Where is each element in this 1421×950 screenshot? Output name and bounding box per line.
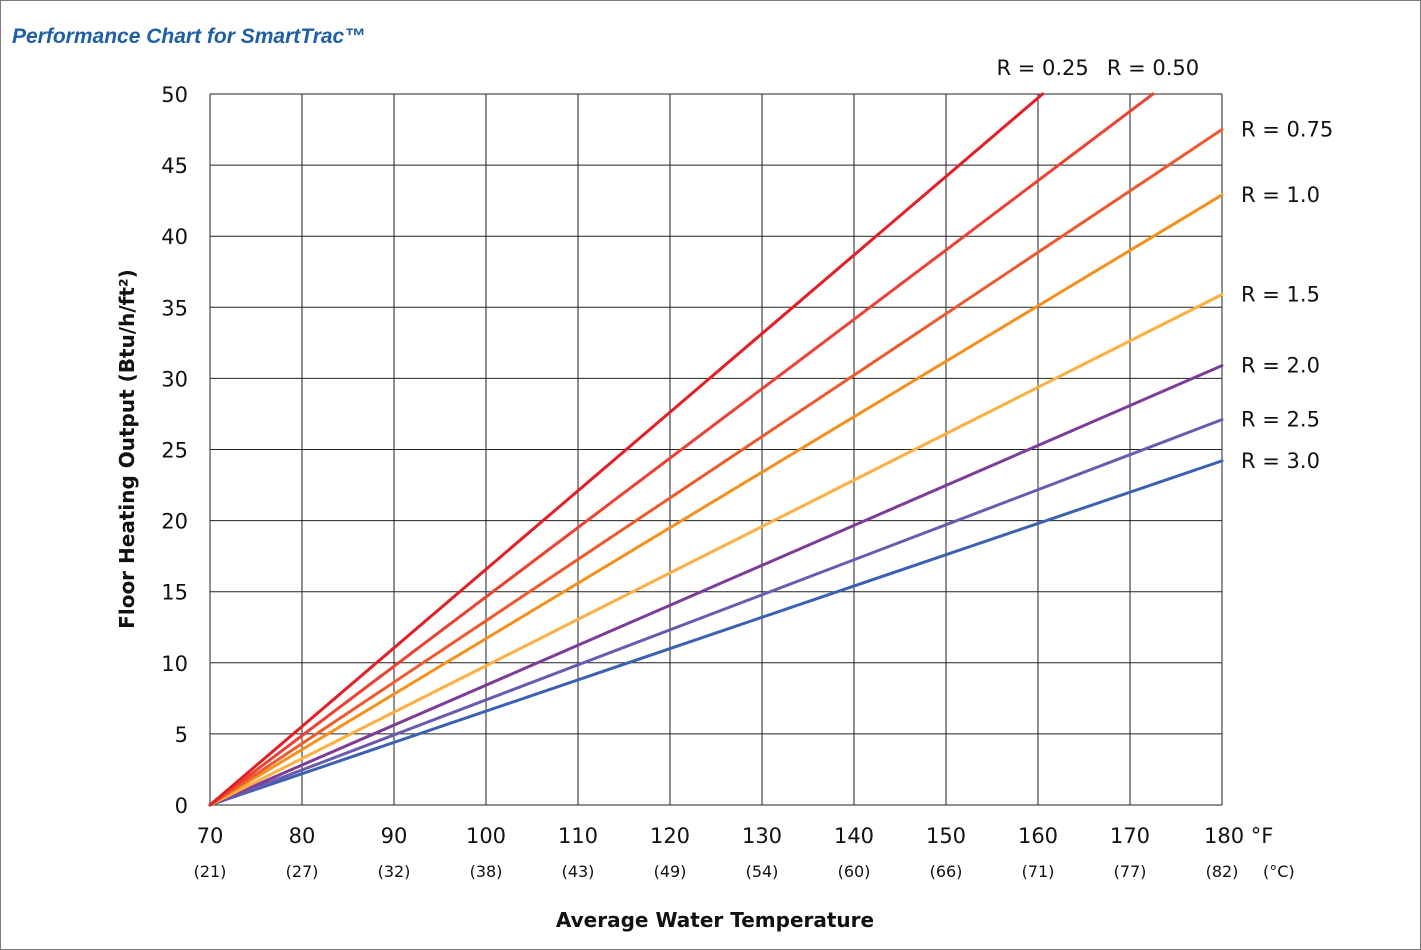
x-tick-label: 150	[926, 824, 966, 848]
y-tick-label: 40	[161, 225, 188, 249]
x-tick-label: 80	[289, 824, 316, 848]
x-celsius-tick-label: (43)	[562, 862, 595, 881]
x-celsius-tick-label: (66)	[930, 862, 963, 881]
series-label: R = 0.50	[1107, 56, 1199, 80]
x-axis-title: Average Water Temperature	[556, 908, 874, 932]
x-celsius-tick-label: (38)	[470, 862, 503, 881]
x-celsius-tick-label: (27)	[286, 862, 319, 881]
x-tick-label: 130	[742, 824, 782, 848]
celsius-unit-label: (°C)	[1263, 862, 1295, 881]
y-tick-label: 30	[161, 367, 188, 391]
x-celsius-tick-label: (32)	[378, 862, 411, 881]
x-tick-label: 70	[197, 824, 224, 848]
x-tick-label: 110	[558, 824, 598, 848]
series-label: R = 1.5	[1241, 283, 1320, 307]
y-tick-label: 5	[175, 723, 188, 747]
x-tick-label: 180 °F	[1204, 824, 1273, 848]
x-tick-label: 120	[650, 824, 690, 848]
series-line	[208, 459, 1224, 807]
x-tick-label: 90	[381, 824, 408, 848]
series-line	[208, 92, 1155, 807]
series-label: R = 3.0	[1241, 449, 1320, 473]
y-axis-title: Floor Heating Output (Btu/h/ft²)	[115, 269, 139, 629]
y-tick-label: 0	[175, 794, 188, 818]
x-celsius-tick-label: (82)	[1206, 862, 1239, 881]
series-label: R = 2.0	[1241, 354, 1320, 378]
series-line	[208, 418, 1224, 807]
series-label: R = 1.0	[1241, 183, 1320, 207]
x-celsius-tick-label: (49)	[654, 862, 687, 881]
x-tick-label: 140	[834, 824, 874, 848]
y-tick-label: 25	[161, 439, 188, 463]
x-celsius-tick-label: (71)	[1022, 862, 1055, 881]
x-tick-label: 160	[1018, 824, 1058, 848]
x-celsius-tick-label: (21)	[194, 862, 227, 881]
series-line	[208, 364, 1224, 807]
series-label: R = 0.75	[1241, 118, 1333, 142]
x-tick-label: 170	[1110, 824, 1150, 848]
y-tick-label: 10	[161, 652, 188, 676]
series-line	[208, 293, 1224, 807]
chart-title: Performance Chart for SmartTrac™	[12, 25, 365, 48]
y-tick-label: 45	[161, 154, 188, 178]
x-tick-label: 100	[466, 824, 506, 848]
y-tick-label: 20	[161, 510, 188, 534]
series-label: R = 2.5	[1241, 408, 1320, 432]
y-tick-label: 50	[161, 83, 188, 107]
y-tick-label: 35	[161, 296, 188, 320]
x-celsius-tick-label: (77)	[1114, 862, 1147, 881]
y-tick-label: 15	[161, 581, 188, 605]
series-line	[208, 193, 1224, 807]
series-label: R = 0.25	[996, 56, 1088, 80]
series-line	[208, 128, 1224, 807]
x-celsius-tick-label: (60)	[838, 862, 871, 881]
x-celsius-tick-label: (54)	[746, 862, 779, 881]
series-line	[208, 92, 1045, 807]
